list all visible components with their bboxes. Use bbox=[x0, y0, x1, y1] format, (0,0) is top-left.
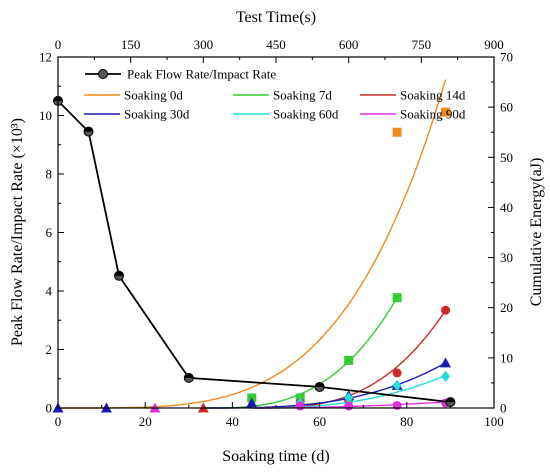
x-top-tick-label: 150 bbox=[121, 37, 141, 52]
peak-flow-point-cap bbox=[315, 382, 325, 387]
peak-flow-point-cap bbox=[445, 397, 455, 403]
x-bottom-tick-label: 60 bbox=[313, 414, 326, 429]
legend-label: Soaking 14d bbox=[400, 88, 466, 103]
x-top-axis-title: Test Time(s) bbox=[236, 9, 316, 26]
energy-point bbox=[344, 392, 354, 404]
legend-label: Soaking 90d bbox=[400, 107, 466, 122]
x-top-tick-label: 300 bbox=[194, 37, 214, 52]
energy-point bbox=[392, 379, 402, 391]
y-left-tick-label: 6 bbox=[46, 225, 53, 240]
y-right-tick-label: 60 bbox=[500, 100, 513, 115]
energy-point bbox=[246, 397, 258, 408]
energy-point bbox=[441, 305, 451, 315]
x-top-tick-label: 450 bbox=[266, 37, 286, 52]
energy-point bbox=[392, 368, 402, 378]
y-left-tick-label: 4 bbox=[46, 284, 53, 299]
legend-peak-flow-marker bbox=[98, 69, 108, 79]
energy-point bbox=[441, 107, 451, 117]
x-axis-title: Soaking time (d) bbox=[222, 448, 330, 465]
energy-point bbox=[392, 400, 402, 410]
energy-point bbox=[440, 357, 452, 368]
peak-flow-point-cap bbox=[84, 127, 94, 132]
peak-flow-point-cap bbox=[184, 373, 194, 378]
plot-series-layer bbox=[52, 79, 456, 413]
legend-label: Peak Flow Rate/Impact Rate bbox=[127, 67, 276, 82]
energy-point bbox=[392, 293, 402, 303]
y-left-axis-title: Peak Flow Rate/Impact Rate (×10³) bbox=[9, 118, 26, 346]
x-top-tick-label: 750 bbox=[412, 37, 432, 52]
y-right-axis-title: Cumulative Energy(aJ) bbox=[528, 158, 545, 307]
x-top-tick-label: 600 bbox=[339, 37, 359, 52]
legend-label: Soaking 60d bbox=[273, 107, 339, 122]
legend-label: Soaking 7d bbox=[273, 88, 332, 103]
x-bottom-tick-label: 80 bbox=[400, 414, 413, 429]
y-right-tick-label: 40 bbox=[500, 200, 513, 215]
y-right-tick-label: 0 bbox=[500, 401, 507, 416]
y-right-tick-label: 10 bbox=[500, 350, 513, 365]
x-bottom-tick-label: 40 bbox=[226, 414, 239, 429]
y-right-tick-label: 30 bbox=[500, 250, 513, 265]
peak-flow-point-cap bbox=[114, 271, 124, 276]
energy-point bbox=[344, 355, 354, 365]
y-right-tick-label: 20 bbox=[500, 300, 513, 315]
x-top-tick-label: 900 bbox=[484, 37, 504, 52]
x-bottom-tick-label: 20 bbox=[139, 414, 152, 429]
y-left-tick-label: 12 bbox=[39, 50, 52, 65]
energy-point bbox=[441, 370, 451, 382]
x-bottom-tick-label: 100 bbox=[484, 414, 504, 429]
y-left-tick-label: 8 bbox=[46, 167, 53, 182]
legend-label: Soaking 0d bbox=[124, 88, 183, 103]
peak-flow-line bbox=[57, 100, 451, 403]
y-left-tick-label: 2 bbox=[46, 342, 53, 357]
legend: Peak Flow Rate/Impact Rate Soaking 0d Soak… bbox=[84, 67, 466, 122]
legend-label: Soaking 30d bbox=[124, 107, 190, 122]
x-top-tick-label: 0 bbox=[55, 37, 62, 52]
energy-point bbox=[344, 401, 354, 411]
x-bottom-tick-label: 0 bbox=[55, 414, 62, 429]
y-left-tick-label: 10 bbox=[39, 108, 52, 123]
y-left-tick-label: 0 bbox=[46, 401, 53, 416]
y-right-tick-label: 70 bbox=[500, 50, 513, 65]
energy-point bbox=[295, 401, 305, 411]
y-right-tick-label: 50 bbox=[500, 150, 513, 165]
energy-point bbox=[392, 127, 402, 137]
